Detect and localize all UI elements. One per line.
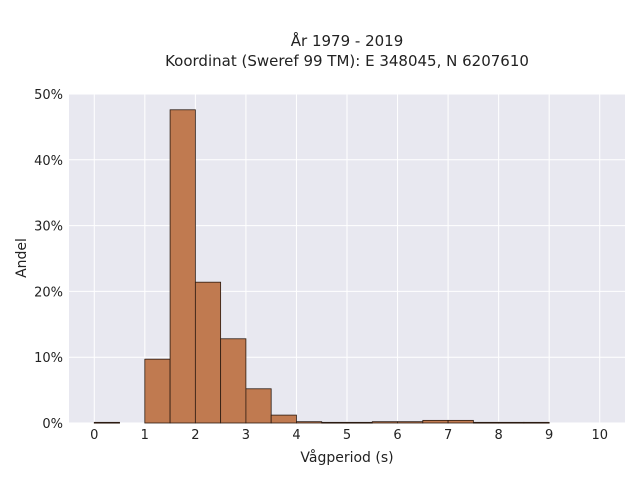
y-tick-label-2: 20% [34,285,63,300]
x-tick-label-0: 0 [90,428,98,443]
histogram-bar-8 [296,421,323,424]
x-tick-label-8: 8 [494,428,502,443]
y-axis-label: Andel [14,238,30,278]
histogram-bar-14 [447,419,474,424]
y-tick-labels: 0% 10% 20% 30% 40% 50% [34,88,63,432]
histogram-bar-4 [194,281,222,424]
chart-title-line-1: År 1979 - 2019 [291,31,404,50]
x-tick-label-3: 3 [242,428,250,443]
chart-title-line-2: Koordinat (Sweref 99 TM): E 348045, N 62… [165,52,529,70]
histogram-bar-15 [472,421,500,424]
y-tick-label-1: 10% [34,351,63,366]
x-tick-label-4: 4 [292,428,300,443]
histogram-bar-7 [270,414,297,424]
histogram-bar-5 [220,338,247,424]
y-tick-label-3: 30% [34,220,63,235]
histogram-bar-12 [397,421,424,424]
histogram-bar-13 [422,419,449,424]
x-tick-label-7: 7 [444,428,452,443]
x-tick-label-1: 1 [141,428,149,443]
x-tick-label-5: 5 [343,428,351,443]
histogram-bar-3 [169,109,196,424]
histogram-bar-2 [144,358,171,424]
x-axis-label: Vågperiod (s) [300,449,393,466]
histogram-bar-17 [523,421,550,424]
x-tick-label-2: 2 [191,428,199,443]
histogram-bar-11 [371,421,398,424]
histogram-bar-10 [346,421,373,424]
y-tick-label-0: 0% [42,417,63,432]
x-tick-label-10: 10 [591,428,608,443]
x-tick-labels: 0 1 2 3 4 5 6 7 8 9 10 [90,428,608,443]
y-tick-label-5: 50% [34,88,63,103]
x-tick-label-6: 6 [393,428,401,443]
histogram-bar-16 [498,421,525,424]
bars [93,109,550,424]
histogram-bar-0 [93,421,120,424]
histogram-bar-9 [321,421,348,424]
x-tick-label-9: 9 [545,428,553,443]
y-tick-label-4: 40% [34,154,63,169]
histogram-bar-6 [245,388,272,424]
